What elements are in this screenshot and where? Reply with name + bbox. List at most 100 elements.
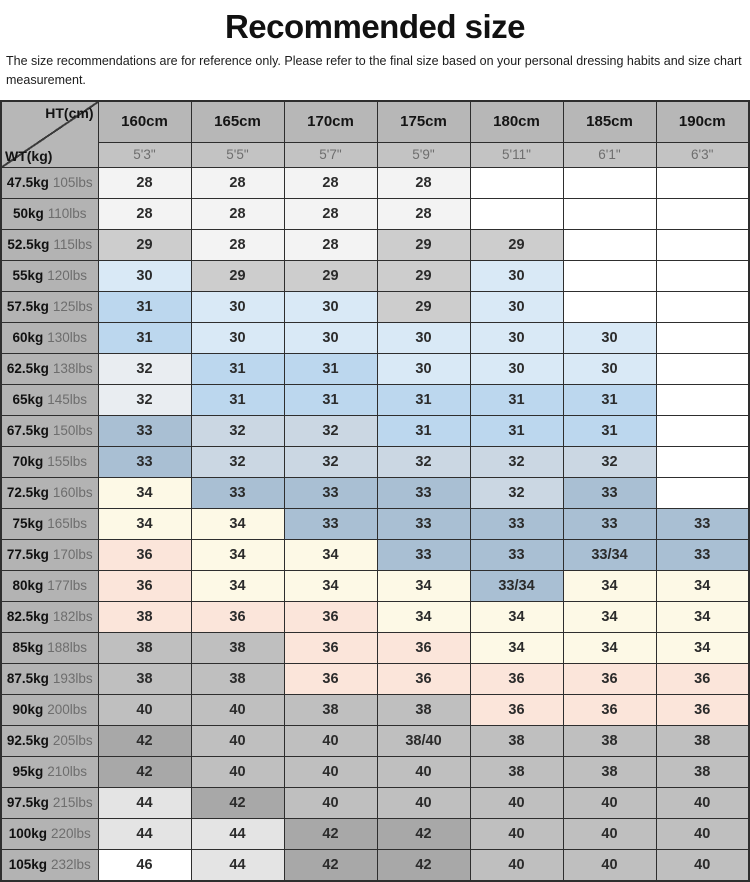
size-cell: 33 — [190, 476, 285, 509]
size-chart-page: Recommended size The size recommendation… — [0, 8, 750, 882]
size-cell: 33 — [655, 507, 750, 540]
size-cell: 33 — [469, 507, 564, 540]
weight-lbs: 177lbs — [47, 578, 88, 593]
size-cell: 30 — [283, 290, 378, 323]
table-row: 90kg 200lbs 40 40 38 38 36 36 36 — [0, 693, 750, 726]
size-cell: 28 — [190, 166, 285, 199]
weight-lbs: 155lbs — [47, 454, 88, 469]
size-cell: 34 — [655, 631, 750, 664]
weight-kg: 70kg — [12, 454, 44, 469]
weight-label: 67.5kg 150lbs — [0, 414, 99, 447]
size-cell: 40 — [283, 786, 378, 819]
size-cell: 34 — [562, 600, 657, 633]
size-cell: 36 — [655, 662, 750, 695]
size-cell: 34 — [655, 569, 750, 602]
size-cell: 40 — [190, 755, 285, 788]
size-cell: 34 — [190, 569, 285, 602]
size-cell: 31 — [562, 383, 657, 416]
size-cell — [655, 228, 750, 261]
table-row: 80kg 177lbs 36 34 34 34 33/34 34 34 — [0, 569, 750, 602]
size-cell: 38 — [469, 755, 564, 788]
table-row: 70kg 155lbs 33 32 32 32 32 32 — [0, 445, 750, 478]
size-cell: 38 — [655, 755, 750, 788]
size-cell: 33 — [283, 507, 378, 540]
weight-label: 97.5kg 215lbs — [0, 786, 99, 819]
size-cell: 44 — [190, 817, 285, 850]
size-cell: 32 — [469, 445, 564, 478]
size-cell: 32 — [283, 414, 378, 447]
size-cell: 44 — [97, 817, 192, 850]
size-cell: 40 — [469, 848, 564, 881]
size-cell: 34 — [469, 600, 564, 633]
weight-label: 77.5kg 170lbs — [0, 538, 99, 571]
size-cell: 32 — [190, 414, 285, 447]
weight-kg: 97.5kg — [6, 795, 49, 810]
size-cell: 32 — [97, 383, 192, 416]
table-row: 72.5kg 160lbs 34 33 33 33 32 33 — [0, 476, 750, 509]
weight-kg: 52.5kg — [7, 237, 50, 252]
weight-label: 65kg 145lbs — [0, 383, 99, 416]
size-cell: 31 — [97, 321, 192, 354]
size-cell — [655, 352, 750, 385]
size-cell: 33 — [283, 476, 378, 509]
size-cell: 40 — [469, 817, 564, 850]
weight-lbs: 130lbs — [47, 330, 88, 345]
size-cell: 36 — [97, 569, 192, 602]
size-cell — [655, 166, 750, 199]
weight-kg: 62.5kg — [6, 361, 49, 376]
size-cell: 44 — [97, 786, 192, 819]
size-cell — [562, 166, 657, 199]
weight-lbs: 205lbs — [52, 733, 93, 748]
weight-lbs: 232lbs — [50, 857, 91, 872]
size-cell: 30 — [469, 321, 564, 354]
height-ft-header: 5'7" — [283, 141, 378, 168]
size-cell: 40 — [283, 724, 378, 757]
weight-label: 62.5kg 138lbs — [0, 352, 99, 385]
size-cell: 31 — [190, 352, 285, 385]
weight-kg: 92.5kg — [6, 733, 49, 748]
weight-kg: 47.5kg — [6, 175, 49, 190]
height-ft-header: 5'3" — [97, 141, 192, 168]
weight-kg: 95kg — [12, 764, 44, 779]
size-cell: 46 — [97, 848, 192, 881]
size-cell: 44 — [190, 848, 285, 881]
weight-kg: 100kg — [8, 826, 47, 841]
weight-label: 70kg 155lbs — [0, 445, 99, 478]
size-cell: 34 — [655, 600, 750, 633]
size-cell: 28 — [97, 197, 192, 230]
height-ft-header: 6'3" — [655, 141, 750, 168]
table-row: 105kg 232lbs 46 44 42 42 40 40 40 — [0, 848, 750, 881]
size-cell: 34 — [190, 538, 285, 571]
weight-lbs: 220lbs — [50, 826, 91, 841]
weight-lbs: 182lbs — [52, 609, 93, 624]
size-cell: 40 — [283, 755, 378, 788]
size-cell — [655, 383, 750, 416]
weight-lbs: 125lbs — [52, 299, 93, 314]
weight-kg: 55kg — [12, 268, 44, 283]
size-cell: 32 — [376, 445, 471, 478]
size-cell: 33 — [562, 476, 657, 509]
size-cell: 31 — [562, 414, 657, 447]
size-cell: 33/34 — [562, 538, 657, 571]
size-cell: 29 — [376, 228, 471, 261]
size-cell: 30 — [469, 290, 564, 323]
size-cell: 36 — [562, 662, 657, 695]
height-ft-header: 5'5" — [190, 141, 285, 168]
size-cell — [655, 414, 750, 447]
weight-lbs: 193lbs — [52, 671, 93, 686]
weight-kg: 90kg — [12, 702, 44, 717]
weight-kg: 82.5kg — [6, 609, 49, 624]
size-cell: 38/40 — [376, 724, 471, 757]
size-cell: 40 — [97, 693, 192, 726]
weight-kg: 67.5kg — [6, 423, 49, 438]
table-row: 47.5kg 105lbs 28 28 28 28 — [0, 166, 750, 199]
size-cell: 34 — [376, 600, 471, 633]
height-cm-row: HT(cm) WT(kg) 160cm 165cm 170cm 175cm 180cm 1… — [0, 100, 750, 168]
weight-label: 47.5kg 105lbs — [0, 166, 99, 199]
weight-kg: 77.5kg — [6, 547, 49, 562]
size-cell: 29 — [376, 259, 471, 292]
weight-label: 50kg 110lbs — [0, 197, 99, 230]
wt-label: WT(kg) — [5, 147, 53, 164]
size-cell: 40 — [655, 848, 750, 881]
weight-label: 55kg 120lbs — [0, 259, 99, 292]
